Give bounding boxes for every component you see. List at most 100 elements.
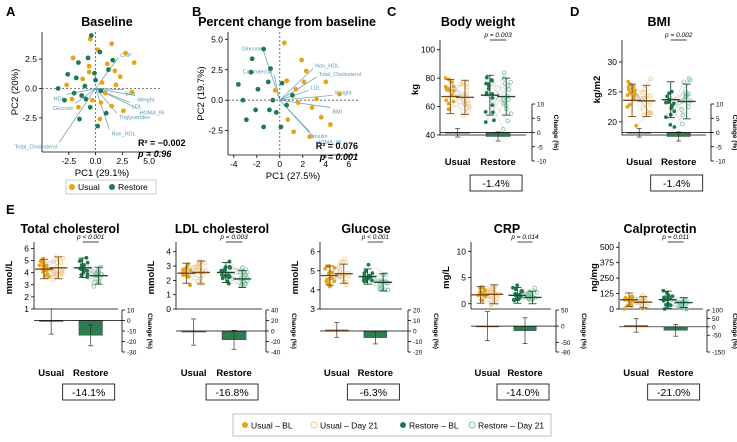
pca-point-restore (73, 75, 79, 81)
bottom-legend-box (232, 413, 552, 437)
pca-x-tick-label: -2 (253, 159, 261, 169)
pca-point-usual (314, 96, 319, 102)
panel-y-tick-label: 0 (166, 304, 171, 314)
panel-y-tick-label: 0 (461, 299, 466, 309)
pca-y-tick-label: 0.0 (211, 95, 223, 105)
data-point-restore_bl (490, 78, 494, 83)
panel-y-tick-label: 2 (166, 275, 171, 285)
pca-point-usual (291, 129, 296, 135)
data-point-usual_d21 (194, 278, 200, 284)
data-point-restore_bl (672, 109, 677, 114)
panel-y-tick-label: 10 (457, 246, 467, 256)
change-tick-label: 40 (271, 308, 279, 315)
loading-label: HOMA_IR (316, 140, 341, 146)
data-point-usual_d21 (641, 95, 647, 101)
data-point-restore_bl (362, 279, 367, 284)
data-point-usual_bl (446, 101, 451, 106)
pct-change-value: -14.1% (72, 387, 105, 399)
loading-label: BMI (332, 110, 342, 116)
data-point-usual_d21 (465, 85, 470, 90)
data-point-usual_bl (188, 283, 193, 288)
panel-y-label: mmol/L (290, 260, 301, 294)
loading-label: Triglycerides (119, 115, 150, 121)
data-point-restore_d21 (500, 127, 506, 132)
data-point-usual_d21 (645, 303, 651, 309)
group-label-usual: Usual (181, 368, 207, 379)
data-point-usual_d21 (59, 271, 65, 277)
data-point-usual_bl (451, 88, 456, 93)
change-tick-label: -20 (413, 350, 423, 357)
data-point-usual_d21 (344, 279, 349, 285)
panel-title-C: Body weight (441, 15, 516, 29)
data-point-usual_bl (622, 307, 627, 311)
change-tick-label: -10 (537, 159, 547, 166)
panel-y-tick-label: 3 (166, 261, 171, 271)
data-point-usual_d21 (494, 296, 499, 301)
panel-letter-e: E (6, 202, 15, 217)
loading-arrow (273, 74, 281, 101)
pct-change-box (346, 383, 400, 401)
pca-point-restore (253, 107, 259, 113)
data-point-usual_bl (451, 84, 456, 89)
change-tick-label: 0 (716, 130, 720, 137)
pca-x-tick-label: -2.5 (61, 156, 76, 166)
data-point-usual_d21 (60, 266, 66, 272)
change-axis-label: Change (%) (146, 313, 153, 349)
change-tick-label: -80 (561, 350, 571, 357)
panel-y-tick-label: 40 (426, 130, 436, 140)
subject-link (486, 92, 504, 130)
data-point-restore_bl (226, 275, 231, 280)
pca-point-usual (284, 78, 290, 84)
pca-point-usual (113, 82, 119, 88)
data-point-usual_d21 (342, 256, 347, 262)
data-point-restore_bl (85, 268, 89, 273)
change-tick-label: 10 (413, 318, 421, 325)
data-point-restore_bl (661, 288, 666, 293)
loading-label: HDL (54, 96, 65, 102)
pca-y-tick-label: -2.5 (208, 126, 223, 136)
change-tick-label: -20 (271, 339, 281, 346)
pvalue-label: p = 0.003 (483, 32, 512, 39)
pca-r2-a: R² = −0.002 (138, 138, 186, 148)
loading-label: Non_HDL (112, 132, 136, 138)
loading-label: Insulin (312, 134, 328, 140)
pca-y-label: PC2 (19.7%) (196, 66, 207, 120)
data-point-restore_d21 (525, 291, 531, 296)
data-point-restore_bl (515, 283, 520, 288)
pca-point-restore (98, 88, 104, 94)
legend-swatch-restore_bl (400, 422, 406, 428)
pct-change-box (650, 174, 704, 192)
data-point-restore_d21 (680, 121, 685, 127)
pca-point-restore (261, 124, 267, 130)
data-point-usual_d21 (337, 267, 342, 273)
change-tick-label: 50 (712, 316, 720, 323)
group-label-restore: Restore (73, 368, 108, 379)
pca-point-usual (109, 103, 115, 109)
change-axis-label: Change (%) (731, 115, 737, 151)
pca-point-restore (278, 124, 284, 130)
pvalue-label: p = 0.014 (510, 234, 539, 241)
change-tick-label: 50 (561, 308, 569, 315)
data-point-usual_bl (627, 103, 632, 107)
data-point-restore_bl (484, 90, 489, 95)
data-point-restore_bl (362, 271, 367, 276)
data-point-restore_bl (366, 262, 371, 267)
loading-label: LDL (311, 85, 321, 91)
pct-change-value: -14.0% (506, 387, 539, 399)
pvalue-label: p = 0.002 (664, 32, 693, 39)
pca-point-usual (97, 116, 103, 122)
pca-x-label: PC1 (29.1%) (75, 168, 129, 179)
data-point-restore_bl (483, 120, 488, 124)
pca-point-restore (284, 102, 290, 108)
data-point-usual_bl (188, 268, 193, 273)
pca-point-restore (88, 33, 94, 38)
pct-change-box (496, 383, 550, 401)
panel-y-tick-label: 3 (24, 280, 29, 290)
pca-point-usual (69, 96, 75, 102)
pca-point-restore (279, 80, 285, 86)
legend-swatch-restore_d21 (468, 421, 476, 429)
data-point-usual_bl (449, 93, 454, 97)
data-point-restore_bl (667, 302, 672, 307)
panel-title-E2: LDL cholesterol (175, 222, 269, 236)
loading-arrow (279, 99, 331, 108)
